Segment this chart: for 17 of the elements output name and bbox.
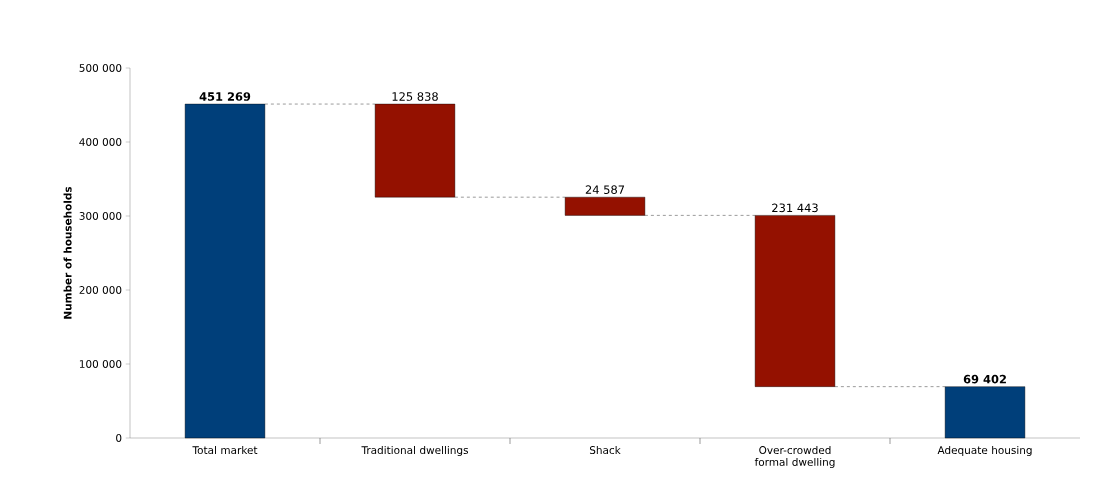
y-tick-label: 300 000 <box>79 212 122 220</box>
y-tick-label: 100 000 <box>79 360 122 368</box>
y-tick-label: 0 <box>116 434 122 442</box>
data-label: 125 838 <box>392 92 438 101</box>
x-tick-label: Over-crowded formal dwelling <box>754 445 835 469</box>
data-label: 451 269 <box>199 92 251 101</box>
y-tick-label: 500 000 <box>79 64 122 72</box>
data-label: 69 402 <box>963 374 1006 384</box>
x-tick-label: Adequate housing <box>937 445 1032 457</box>
x-tick-label: Shack <box>589 445 621 455</box>
data-label: 24 587 <box>585 185 625 194</box>
y-tick-label: 200 000 <box>79 286 122 294</box>
x-tick-label: Total market <box>192 445 258 455</box>
data-label: 231 443 <box>772 203 818 213</box>
y-axis-title: Number of households <box>63 186 72 319</box>
x-tick-label: Traditional dwellings <box>361 445 469 457</box>
y-tick-label: 400 000 <box>79 138 122 146</box>
